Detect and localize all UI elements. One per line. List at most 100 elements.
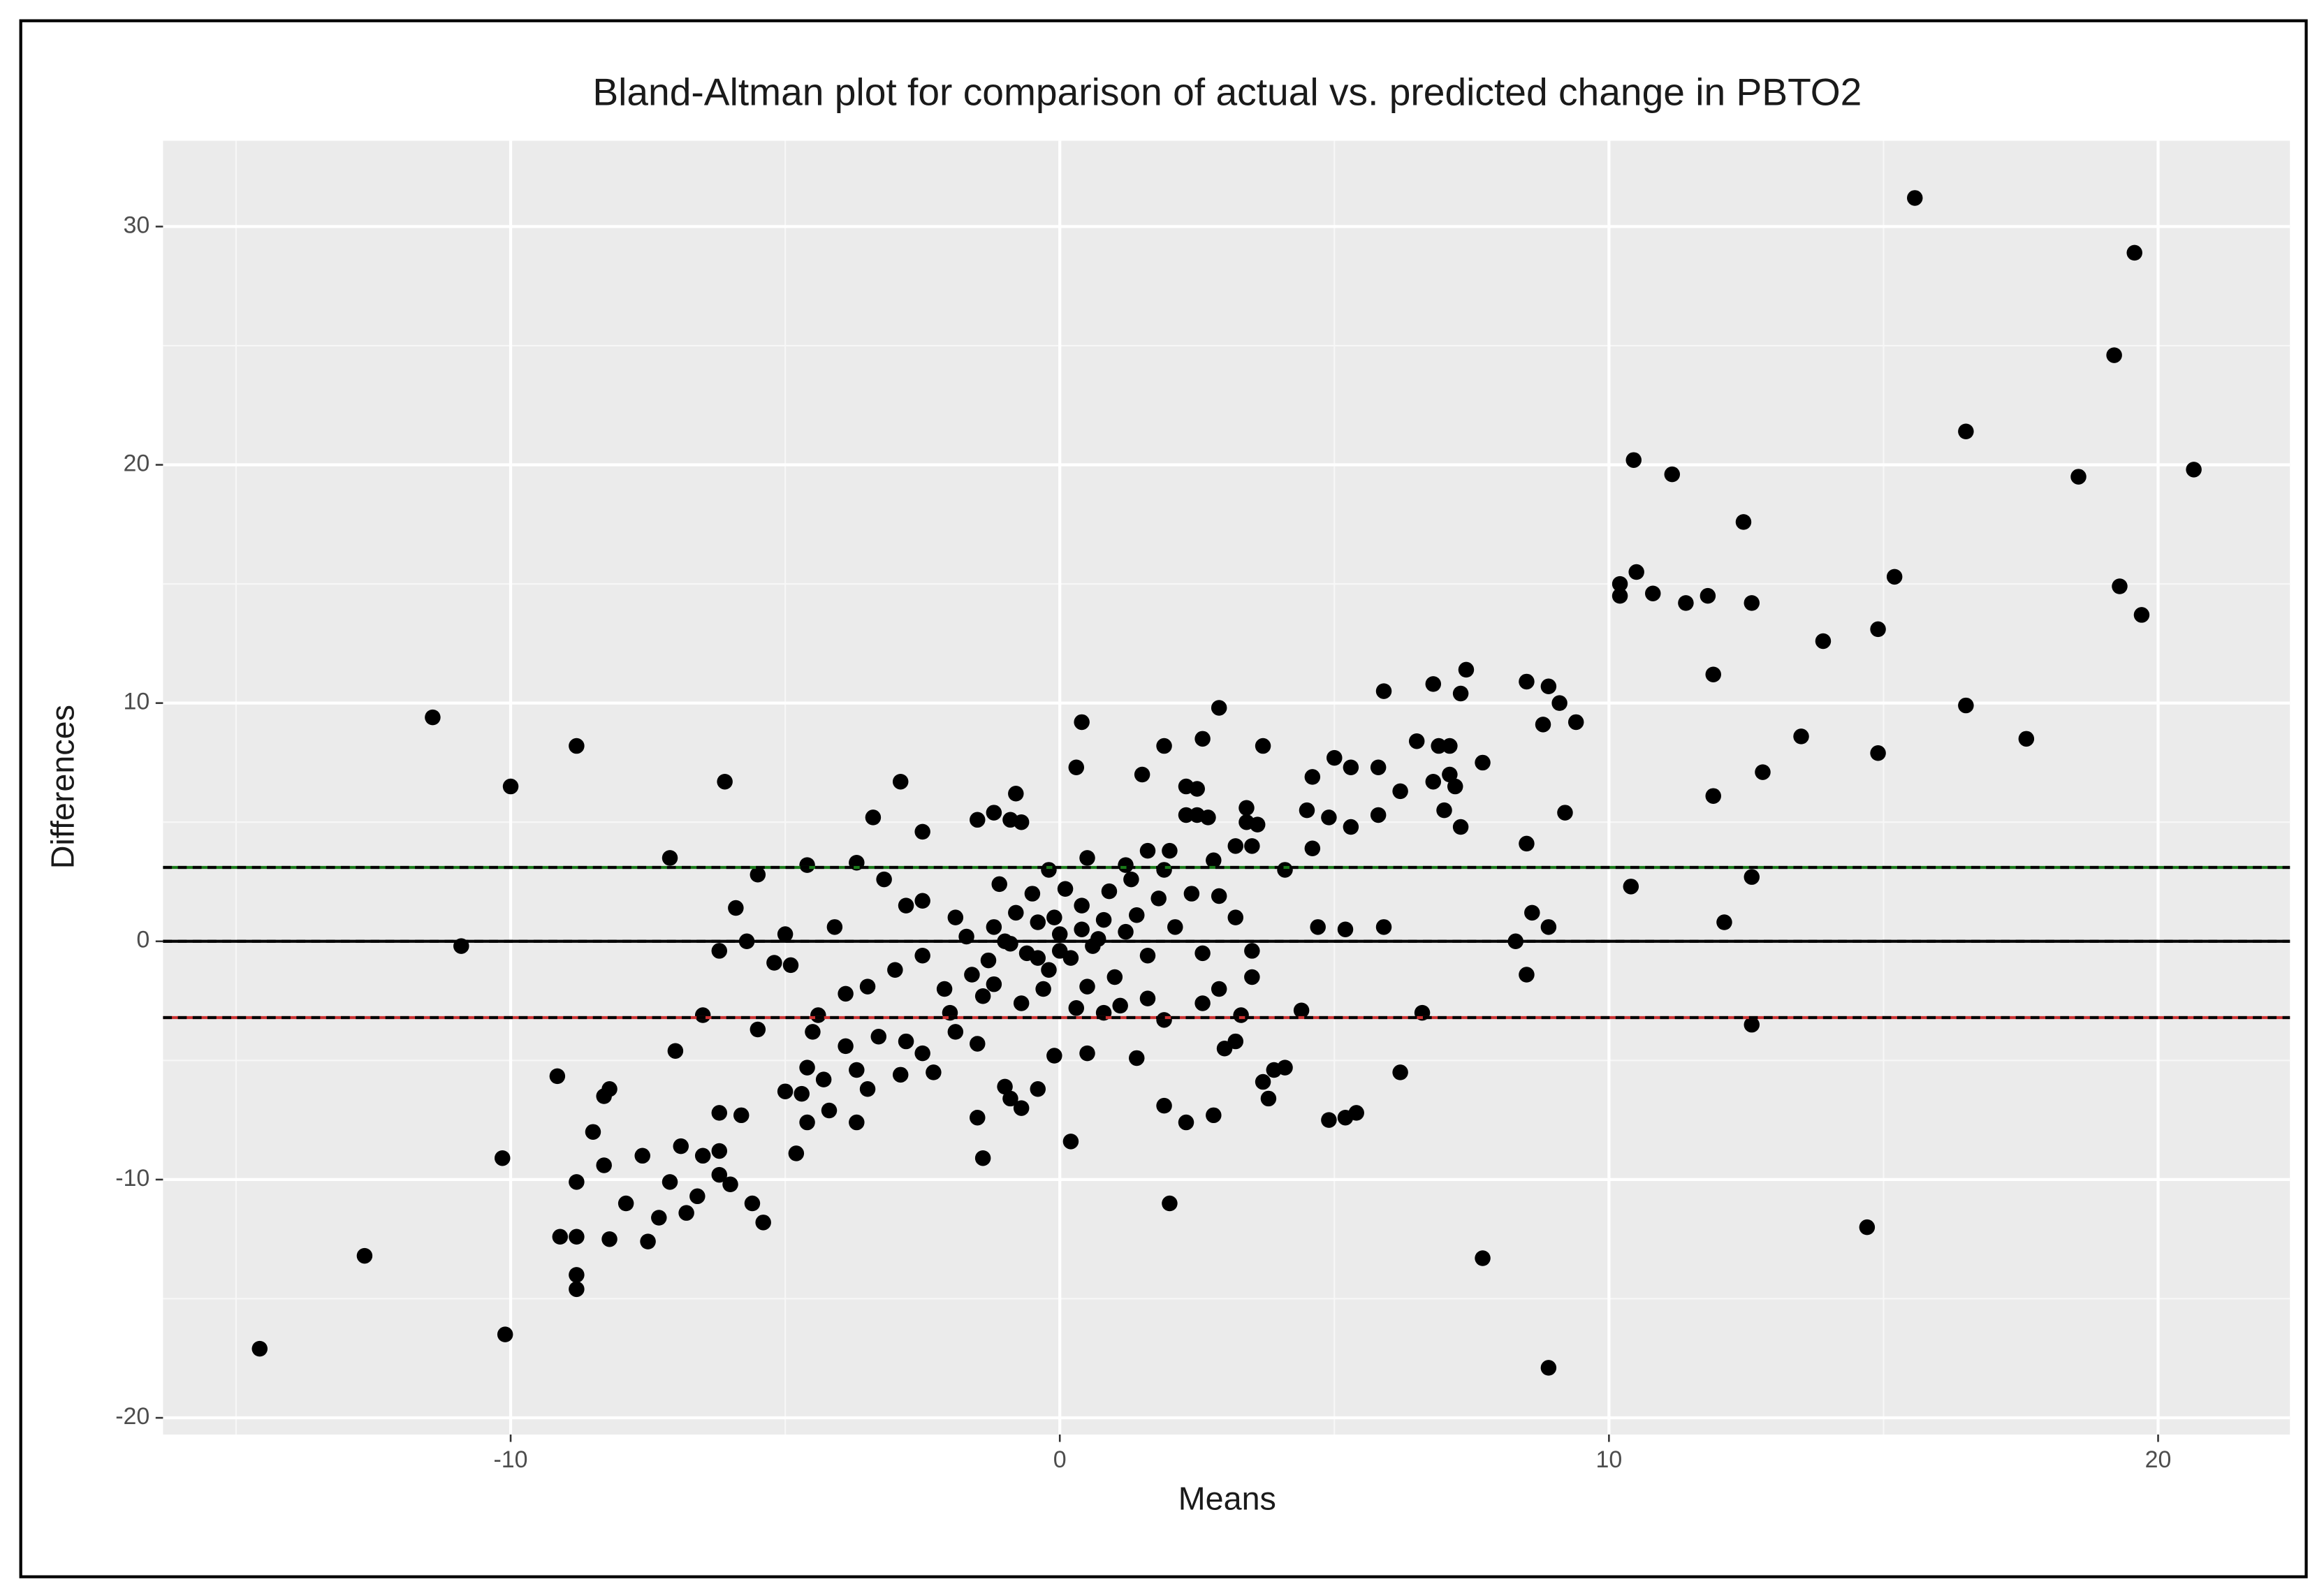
point [495, 1150, 511, 1166]
point [569, 738, 585, 754]
point [1519, 835, 1535, 852]
point [849, 1062, 865, 1078]
point [1870, 621, 1886, 638]
point [651, 1210, 667, 1226]
point [1886, 569, 1903, 585]
point [1370, 759, 1387, 776]
point [1068, 759, 1085, 776]
point [711, 1105, 728, 1121]
point [1162, 1195, 1178, 1212]
chart-title: Bland-Altman plot for comparison of actu… [592, 70, 1862, 113]
point [947, 1024, 964, 1040]
point [799, 1114, 815, 1131]
point [1343, 759, 1359, 776]
y-tick-label: -10 [115, 1165, 149, 1192]
point [898, 897, 914, 914]
point [815, 1071, 832, 1087]
point [1211, 700, 1227, 716]
point [2133, 607, 2150, 623]
point [1041, 962, 1057, 978]
point [782, 957, 799, 974]
point [1013, 814, 1030, 830]
point [1475, 1250, 1491, 1266]
point [750, 867, 766, 883]
point [251, 1340, 268, 1357]
point [1095, 911, 1112, 928]
point [1024, 886, 1041, 902]
point [1150, 890, 1167, 907]
point [859, 1081, 876, 1097]
point [1156, 862, 1172, 878]
point [1628, 564, 1644, 580]
point [1068, 1000, 1085, 1016]
point [980, 952, 997, 969]
point [1442, 738, 1458, 754]
point [634, 1148, 650, 1164]
point [596, 1157, 612, 1173]
point [1299, 802, 1315, 819]
point [997, 1078, 1013, 1095]
point [711, 1166, 728, 1183]
point [1101, 883, 1118, 900]
point [1321, 809, 1337, 826]
y-axis-label: Differences [45, 705, 81, 869]
point [1129, 1050, 1145, 1066]
point [1030, 950, 1046, 966]
point [1870, 745, 1886, 761]
point [1425, 773, 1442, 790]
point [1755, 764, 1771, 780]
point [826, 919, 843, 935]
point [1156, 1097, 1172, 1114]
point [821, 1102, 838, 1119]
point [2018, 731, 2035, 747]
labels: -10 0 10 20 -20 -10 0 10 20 30 [115, 212, 2171, 1473]
point [1744, 869, 1760, 885]
point [1183, 886, 1200, 902]
point [1112, 997, 1128, 1014]
point [425, 709, 441, 726]
point [744, 1195, 761, 1212]
point [694, 1007, 711, 1023]
point [1178, 807, 1194, 823]
point [1255, 738, 1271, 754]
marks [163, 190, 2290, 1376]
point [838, 1038, 854, 1055]
point [1074, 897, 1090, 914]
point [717, 773, 733, 790]
point [794, 1085, 810, 1102]
point [1211, 888, 1227, 904]
point [788, 1145, 805, 1161]
point [1156, 1012, 1172, 1028]
point [1051, 926, 1068, 942]
point [1244, 943, 1260, 959]
y-tick-label: 30 [124, 212, 150, 238]
y-tick-label: 20 [124, 450, 150, 476]
point [689, 1188, 706, 1205]
point [1134, 766, 1150, 783]
point [1123, 871, 1139, 888]
point [777, 1083, 794, 1099]
point [1447, 778, 1463, 795]
point [914, 893, 930, 909]
point [711, 943, 728, 959]
point [1051, 943, 1068, 959]
point [356, 1247, 373, 1264]
point [667, 1043, 684, 1059]
point [1194, 945, 1211, 962]
point [1008, 786, 1024, 802]
point [1623, 879, 1639, 895]
point [1057, 881, 1074, 897]
point [1013, 995, 1030, 1011]
point [838, 985, 854, 1002]
point [865, 809, 882, 826]
point [662, 1174, 678, 1190]
point [1106, 969, 1123, 985]
point [549, 1068, 566, 1085]
y-tick-label: -20 [115, 1403, 149, 1430]
point [1277, 862, 1293, 878]
point [2106, 347, 2122, 363]
point [1079, 850, 1095, 866]
point [569, 1281, 585, 1298]
